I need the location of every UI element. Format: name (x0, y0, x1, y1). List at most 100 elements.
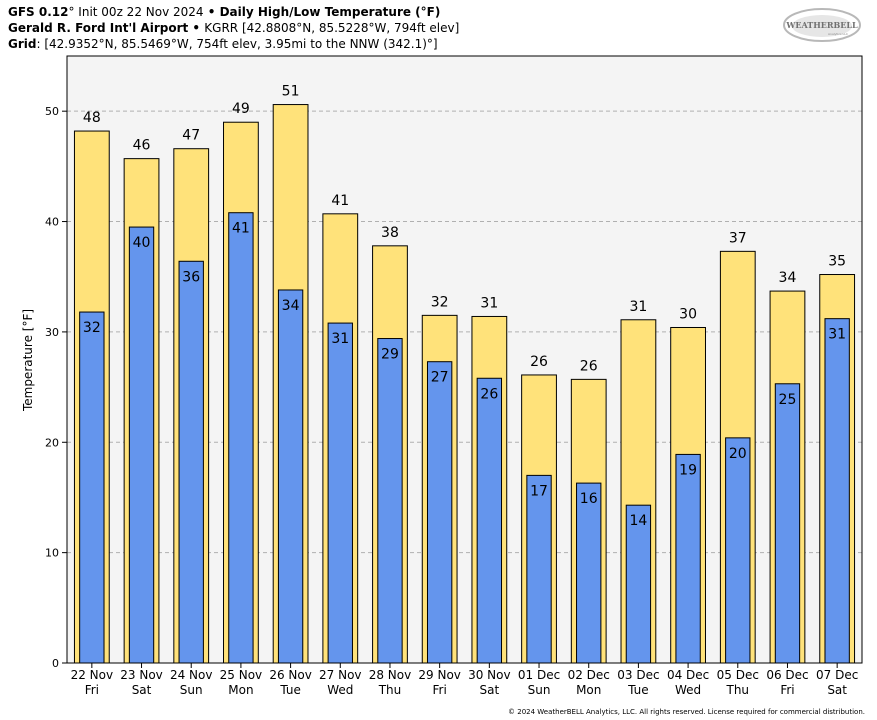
low-temp-label: 20 (729, 446, 747, 462)
x-tick-label-day: Thu (378, 683, 402, 697)
grid-label: Grid (8, 37, 37, 51)
x-tick-label-date: 03 Dec (617, 668, 659, 682)
x-tick-label-day: Wed (327, 683, 353, 697)
low-temp-label: 29 (381, 347, 399, 363)
low-temp-bar (774, 383, 801, 664)
high-temp-label: 30 (679, 306, 697, 322)
header-line-1: GFS 0.12° Init 00z 22 Nov 2024 • Daily H… (8, 4, 459, 20)
y-tick-label: 30 (45, 326, 59, 339)
station-name: Gerald R. Ford Int'l Airport (8, 21, 189, 35)
high-temp-label: 41 (331, 193, 349, 209)
high-temp-label: 32 (431, 294, 449, 310)
x-tick-label-date: 24 Nov (170, 668, 213, 682)
init-time: Init 00z 22 Nov 2024 (74, 5, 204, 19)
high-temp-label: 38 (381, 225, 399, 241)
high-temp-label: 48 (83, 110, 101, 126)
x-tick-label-day: Mon (228, 683, 253, 697)
x-tick-label-date: 26 Nov (269, 668, 312, 682)
y-tick-label: 20 (45, 436, 59, 449)
header-separator: • (203, 5, 220, 19)
copyright-notice: © 2024 WeatherBELL Analytics, LLC. All r… (508, 708, 865, 716)
chart-title: Daily High/Low Temperature (°F) (219, 5, 441, 19)
x-tick-label-date: 02 Dec (568, 668, 610, 682)
high-temp-label: 35 (828, 254, 846, 270)
high-temp-label: 46 (133, 138, 151, 154)
y-axis-label: Temperature [°F] (21, 309, 35, 412)
logo-text: WEATHERBELL (785, 20, 858, 30)
x-tick-label-date: 28 Nov (369, 668, 412, 682)
high-temp-label: 51 (282, 84, 300, 100)
low-temp-label: 31 (828, 327, 846, 343)
low-temp-label: 31 (331, 331, 349, 347)
grid-details: : [42.9352°N, 85.5469°W, 754ft elev, 3.9… (36, 37, 438, 51)
x-tick-label-day: Sat (827, 683, 847, 697)
x-tick-label-date: 07 Dec (816, 668, 858, 682)
y-tick-label: 0 (52, 657, 59, 670)
plot-frame (66, 55, 863, 664)
y-tick-label: 10 (45, 547, 59, 560)
x-tick-label-day: Sun (528, 683, 551, 697)
x-tick-label-day: Sat (480, 683, 500, 697)
low-temp-label: 16 (580, 491, 598, 507)
x-tick-label-day: Fri (433, 683, 447, 697)
low-temp-label: 25 (779, 392, 797, 408)
logo-swoosh-inner (792, 15, 852, 37)
low-temp-label: 40 (133, 235, 151, 251)
low-temp-bar (576, 482, 602, 664)
logo-swoosh (783, 8, 861, 42)
high-temp-label: 34 (779, 270, 797, 286)
station-details: KGRR [42.8808°N, 85.5228°W, 794ft elev] (204, 21, 460, 35)
x-tick-label-day: Sat (132, 683, 152, 697)
low-temp-label: 36 (182, 269, 200, 285)
x-tick-label-date: 30 Nov (468, 668, 511, 682)
low-temp-label: 17 (530, 483, 548, 499)
x-tick-label-day: Thu (726, 683, 750, 697)
header-separator-2: • (188, 21, 205, 35)
low-temp-label: 14 (629, 513, 647, 529)
low-temp-bar (327, 322, 353, 664)
logo-subtext: Analytics LLC (828, 32, 848, 36)
low-temp-label: 27 (431, 370, 449, 386)
low-temp-bar (725, 437, 751, 664)
x-tick-label-day: Wed (675, 683, 701, 697)
chart-header: GFS 0.12° Init 00z 22 Nov 2024 • Daily H… (8, 4, 459, 52)
x-tick-label-date: 06 Dec (766, 668, 808, 682)
x-tick-label-day: Fri (85, 683, 99, 697)
x-tick-label-date: 04 Dec (667, 668, 709, 682)
low-temp-label: 41 (232, 221, 250, 237)
model-degree: ° (68, 5, 75, 19)
low-temp-bar (526, 474, 552, 664)
low-temp-bar (675, 453, 701, 664)
model-name: GFS 0.12 (8, 5, 69, 19)
y-tick-label: 40 (45, 216, 59, 229)
weatherbell-logo: WEATHERBELL Analytics LLC (783, 8, 861, 42)
high-temp-label: 31 (629, 299, 647, 315)
low-temp-bar (228, 212, 254, 664)
x-tick-label-day: Sun (180, 683, 203, 697)
low-temp-bar (625, 504, 652, 664)
low-temp-bar (426, 361, 453, 664)
low-temp-bar (79, 311, 105, 664)
low-temp-label: 32 (83, 320, 101, 336)
x-tick-label-date: 01 Dec (518, 668, 560, 682)
x-tick-label-date: 05 Dec (717, 668, 759, 682)
low-temp-bar (277, 289, 304, 664)
high-temp-label: 31 (480, 295, 498, 311)
y-tick-label: 50 (45, 105, 59, 118)
x-tick-label-date: 22 Nov (71, 668, 114, 682)
high-temp-label: 26 (530, 354, 548, 370)
low-temp-label: 19 (679, 462, 697, 478)
x-tick-label-day: Tue (627, 683, 649, 697)
x-tick-label-day: Mon (576, 683, 601, 697)
low-temp-bar (476, 377, 503, 664)
low-temp-label: 34 (282, 298, 300, 314)
header-line-3: Grid: [42.9352°N, 85.5469°W, 754ft elev,… (8, 36, 459, 52)
x-tick-label-day: Fri (780, 683, 794, 697)
x-tick-label-date: 23 Nov (120, 668, 163, 682)
x-tick-label-date: 29 Nov (418, 668, 461, 682)
high-temp-label: 26 (580, 358, 598, 374)
low-temp-bar (824, 318, 850, 664)
x-tick-label-date: 25 Nov (220, 668, 263, 682)
low-temp-label: 26 (480, 386, 498, 402)
